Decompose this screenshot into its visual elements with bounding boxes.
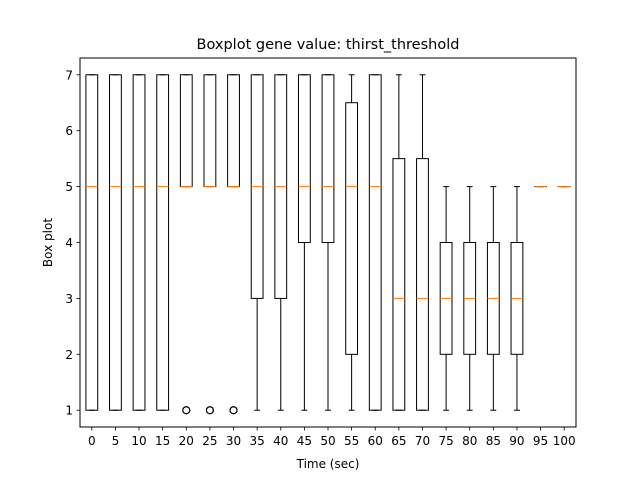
box-90 [510,186,524,411]
box-70 [416,74,429,411]
box-20 [179,74,193,415]
box-50 [321,74,335,411]
axes-frame [79,57,577,428]
box-80 [463,186,477,411]
box-30 [227,74,240,415]
box-15 [156,74,170,411]
box-iqr [368,74,382,411]
x-tick-label: 80 [462,434,477,448]
x-tick-label: 30 [226,434,241,448]
box-65 [392,74,406,411]
box-25 [203,74,217,415]
x-axis-label: Time (sec) [296,457,360,471]
y-tick-label: 4 [65,236,73,250]
box-iqr [109,74,122,411]
box-iqr [321,74,335,244]
plot-area [85,74,571,415]
x-tick-label: 15 [155,434,170,448]
flier-point [205,406,214,415]
y-tick-label: 6 [65,124,73,138]
y-tick-label: 3 [65,292,73,306]
box-55 [345,74,359,411]
x-tick-label: 55 [344,434,359,448]
x-tick-label: 70 [415,434,430,448]
box-75 [439,186,453,411]
box-iqr [132,74,146,411]
y-tick-label: 1 [65,404,73,418]
box-iqr [156,74,170,411]
x-tick-label: 100 [553,434,576,448]
x-tick-label: 25 [202,434,217,448]
x-tick-label: 75 [438,434,453,448]
x-tick-label: 50 [320,434,335,448]
x-axis-ticks: 0 5 10 15 20 25 30 35 40 45 50 55 60 65 70 75 80 85 90 95 10… [88,427,576,448]
y-tick-label: 5 [65,180,73,194]
x-tick-label: 60 [368,434,383,448]
box-0 [85,74,99,411]
y-axis-ticks: 1 2 3 4 5 6 7 [65,68,80,418]
x-tick-label: 85 [486,434,501,448]
x-tick-label: 65 [391,434,406,448]
box-35 [250,74,264,411]
x-tick-label: 45 [297,434,312,448]
box-45 [297,74,311,411]
x-tick-label: 40 [273,434,288,448]
x-tick-label: 90 [509,434,524,448]
x-tick-label: 5 [112,434,120,448]
box-iqr [416,158,429,411]
y-axis-label: Box plot [41,218,55,267]
x-tick-label: 20 [179,434,194,448]
box-10 [132,74,146,411]
box-iqr [85,74,99,411]
box-iqr [297,74,311,244]
chart-title: Boxplot gene value: thirst_threshold [197,37,460,53]
x-tick-label: 95 [533,434,548,448]
flier-point [182,406,191,415]
flier-point [229,406,238,415]
x-tick-label: 10 [131,434,146,448]
box-40 [274,74,288,411]
y-tick-label: 7 [65,68,73,82]
y-tick-label: 2 [65,348,73,362]
x-tick-label: 0 [88,434,96,448]
box-iqr [345,102,359,355]
x-tick-label: 35 [250,434,265,448]
box-5 [109,74,122,411]
box-60 [368,74,382,411]
box-85 [486,186,500,411]
box-iqr [392,158,406,411]
